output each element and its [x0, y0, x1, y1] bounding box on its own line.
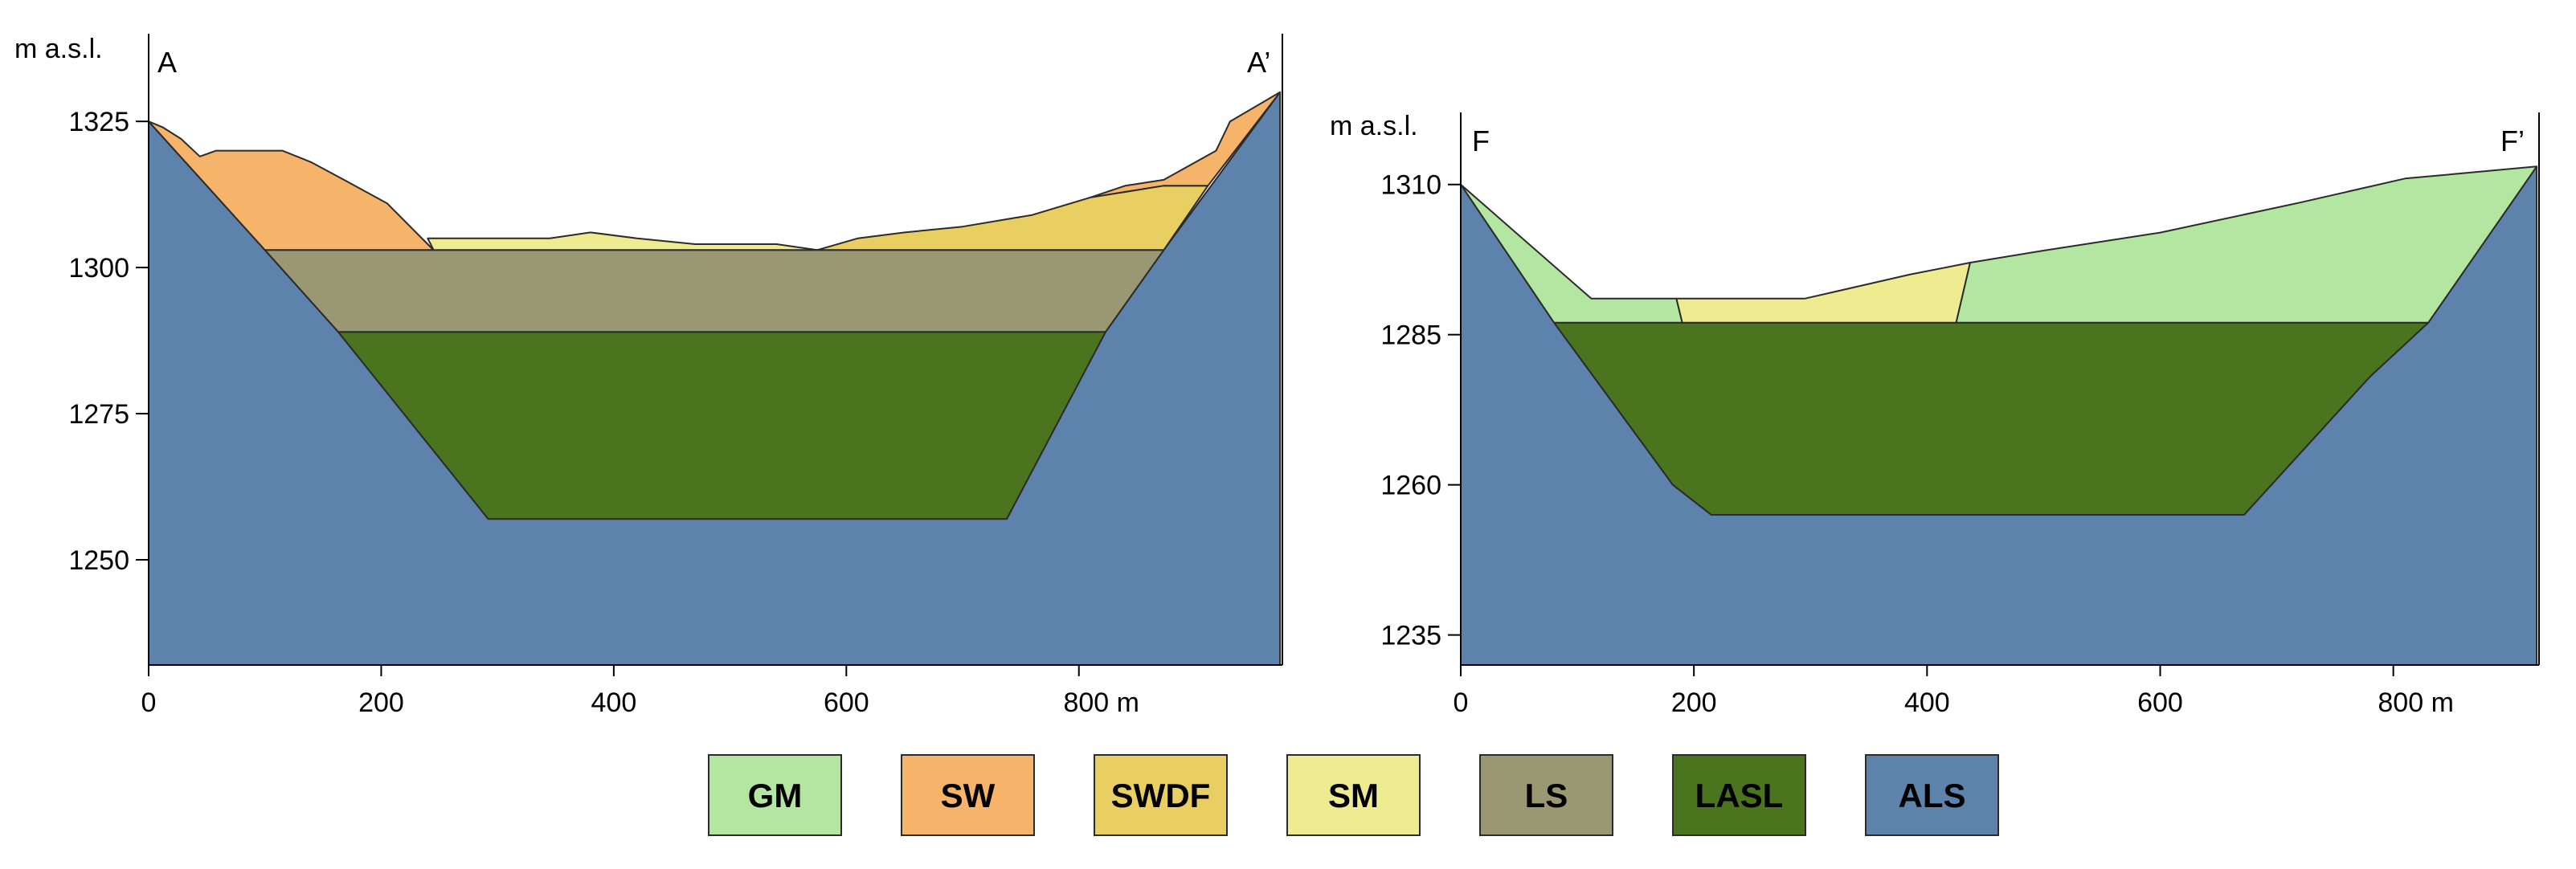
cross-section-a-x-tick-label: 400 [591, 687, 637, 718]
cross-section-f-panel: 1235 1260 1285 1310 0 200 400 600 800 m m a.s.l.… [1330, 111, 2540, 718]
cross-section-f-y-tick-label: 1285 [1380, 320, 1441, 351]
legend-item-lasl: LASL [1672, 754, 1806, 836]
cross-section-a-x-tick-label: 0 [141, 687, 157, 718]
legend-label-ls: LS [1525, 777, 1568, 814]
cross-section-f-x-tick-label: 0 [1454, 687, 1469, 718]
legend-item-als: ALS [1865, 754, 1999, 836]
legend-swatch-gm [708, 754, 842, 836]
legend-item-sw: SW [901, 754, 1035, 836]
cross-section-a-layers [148, 91, 1282, 666]
cross-section-f-x-tick-label: 400 [1904, 687, 1950, 718]
cross-section-a-y-unit: m a.s.l. [14, 34, 103, 64]
cross-section-a-layer-sw-6 [1090, 91, 1282, 198]
legend-item-gm: GM [708, 754, 842, 836]
legend-swatch-lasl [1672, 754, 1806, 836]
legend-item-ls: LS [1479, 754, 1613, 836]
legend-label-sw: SW [941, 777, 996, 814]
legend-swatch-sm [1286, 754, 1421, 836]
cross-section-f-layer-sm-3 [1675, 262, 1971, 324]
cross-section-a-start-label: A [157, 46, 177, 79]
legend-label-sm: SM [1328, 777, 1379, 814]
cross-section-f-y-unit: m a.s.l. [1330, 111, 1418, 141]
cross-section-f-x-tick-label: 200 [1671, 687, 1717, 718]
cross-section-a-y-tick-label: 1325 [68, 107, 129, 137]
cross-section-a-layer-swdf-5 [816, 185, 1209, 251]
legend-swatch-ls [1479, 754, 1613, 836]
legend-item-swdf: SWDF [1094, 754, 1228, 836]
legend-label-als: ALS [1899, 777, 1966, 814]
cross-section-a-layer-sm-4 [427, 231, 819, 251]
cross-section-f-layers [1460, 165, 2538, 666]
legend-label-lasl: LASL [1695, 777, 1784, 814]
cross-section-f-y-tick-label: 1310 [1380, 170, 1441, 201]
cross-section-a-y-tick-label: 1275 [68, 399, 129, 430]
cross-section-a-x-tick-label: 800 m [1063, 687, 1139, 718]
legend-swatch-sw [901, 754, 1035, 836]
cross-section-f-start-label: F [1472, 124, 1490, 157]
legend: GM SW SWDF SM LS LASL ALS [708, 754, 1999, 836]
cross-section-a-y-tick-label: 1300 [68, 253, 129, 284]
cross-section-f-y-tick-label: 1235 [1380, 621, 1441, 651]
cross-section-f-ticks: 1235 1260 1285 1310 0 200 400 600 800 m [1380, 170, 2454, 718]
cross-section-f-x-tick-label: 600 [2137, 687, 2183, 718]
legend-label-gm: GM [748, 777, 803, 814]
legend-swatch-swdf [1094, 754, 1228, 836]
cross-section-a-x-tick-label: 200 [358, 687, 404, 718]
cross-section-a-panel: 1250 1275 1300 1325 0 200 400 600 800 m m a.s.l.… [14, 34, 1283, 718]
legend-item-sm: SM [1286, 754, 1421, 836]
cross-section-a-x-tick-label: 600 [824, 687, 869, 718]
cross-section-f-end-label: F’ [2500, 124, 2525, 157]
cross-section-a-ticks: 1250 1275 1300 1325 0 200 400 600 800 m [68, 107, 1139, 718]
cross-section-f-layer-gm-4 [1955, 165, 2538, 324]
cross-section-a-end-label: A’ [1247, 46, 1270, 79]
cross-section-a-y-tick-label: 1250 [68, 545, 129, 576]
legend-swatch-als [1865, 754, 1999, 836]
legend-label-swdf: SWDF [1111, 777, 1211, 814]
cross-section-a-layer-ls-2 [264, 249, 1165, 333]
cross-section-f-x-tick-label: 800 m [2378, 687, 2454, 718]
cross-section-f-y-tick-label: 1260 [1380, 471, 1441, 501]
